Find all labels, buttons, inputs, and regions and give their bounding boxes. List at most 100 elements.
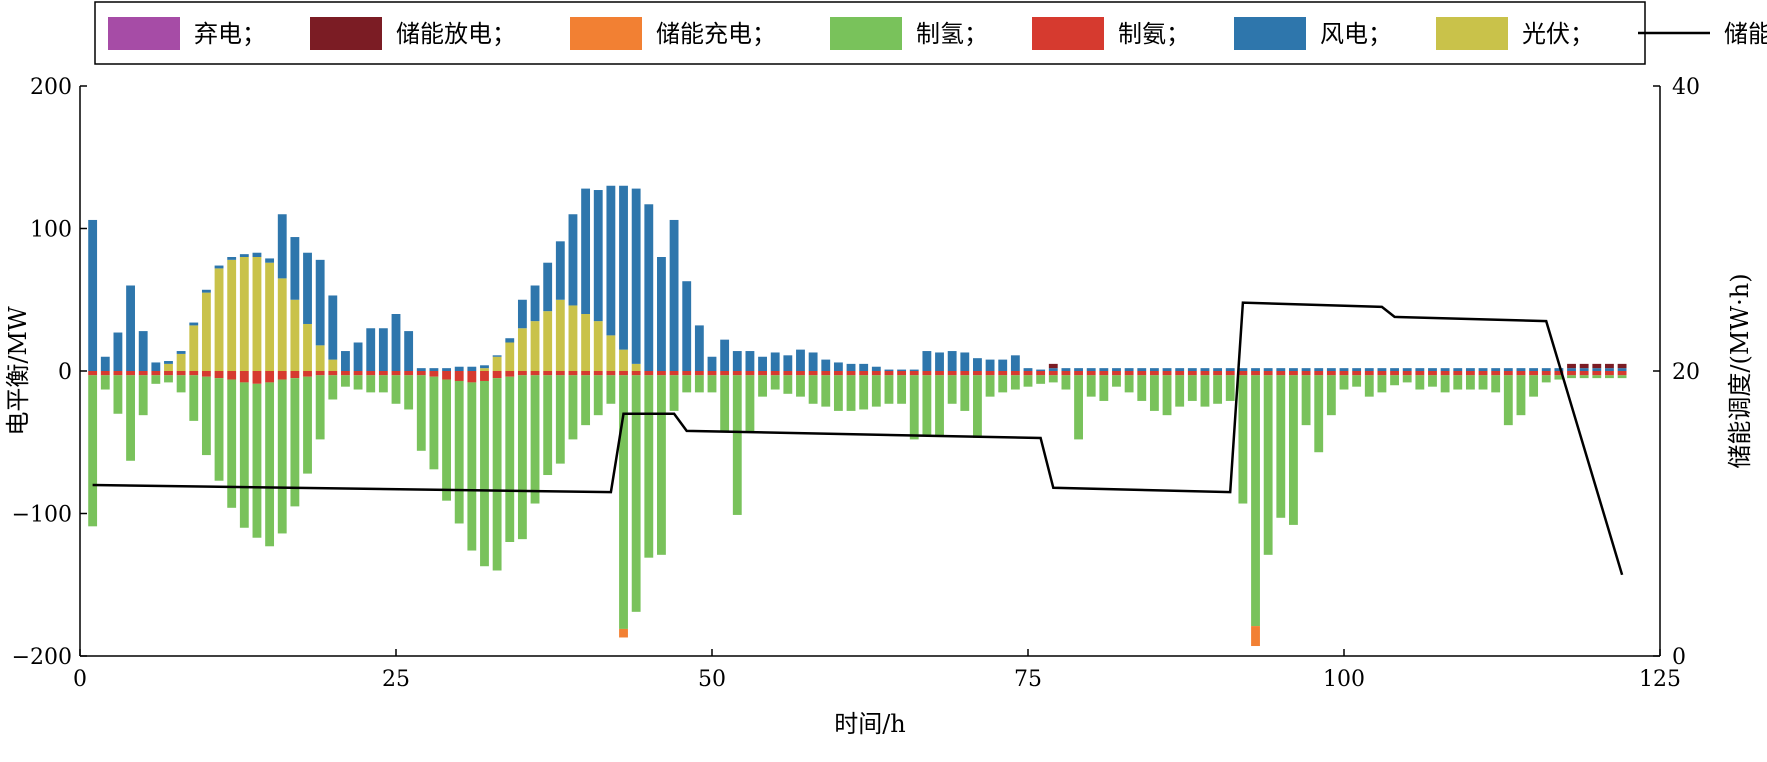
legend-label-3: 制氢； [916, 20, 988, 48]
ammonia-bar-38 [555, 371, 565, 376]
wind-bar-92 [1238, 368, 1248, 371]
ammonia-bar-13 [239, 371, 249, 383]
ammonia-bar-118 [1567, 371, 1576, 376]
solar-bar-13 [239, 257, 249, 371]
wind-bar-45 [644, 204, 654, 371]
hydrogen-bar-86 [1162, 375, 1172, 416]
wind-bar-101 [1352, 368, 1362, 371]
ammonia-bar-113 [1503, 371, 1513, 376]
hydrogen-bar-11 [214, 378, 224, 481]
wind-bar-14 [252, 252, 262, 257]
wind-bar-94 [1263, 368, 1273, 371]
hydrogen-bar-61 [846, 375, 856, 411]
hydrogen-bar-60 [833, 375, 843, 411]
hydrogen-bar-55 [770, 375, 780, 390]
ammonia-bar-11 [214, 371, 224, 379]
wind-bar-26 [404, 331, 414, 371]
hydrogen-bar-103 [1377, 375, 1387, 393]
wind-bar-36 [530, 285, 540, 322]
ammonia-bar-60 [833, 371, 843, 376]
legend-label-5: 风电； [1320, 20, 1392, 48]
axes: 0 25 50 75 100 125 −200 −100 0 100 200 0 20 40 [12, 75, 1700, 692]
wind-bar-59 [821, 359, 831, 371]
wind-bar-46 [657, 257, 666, 371]
wind-bar-74 [1010, 355, 1020, 371]
hydrogen-bar-74 [1010, 375, 1020, 390]
ammonia-bar-63 [871, 371, 881, 376]
y-tick-label--200: −200 [12, 645, 72, 670]
hydrogen-bar-21 [341, 375, 350, 387]
ammonia-bar-15 [265, 371, 275, 383]
solar-bar-15 [265, 262, 275, 371]
hydrogen-bar-17 [290, 378, 300, 507]
hydrogen-bar-111 [1478, 375, 1488, 390]
wind-bar-75 [1023, 368, 1033, 371]
hydrogen-bar-77 [1048, 375, 1058, 383]
solar-bar-33 [492, 356, 502, 371]
wind-bar-51 [720, 339, 730, 371]
ammonia-bar-1 [88, 371, 98, 376]
ammonia-bar-22 [353, 371, 363, 376]
hydrogen-bar-102 [1364, 375, 1374, 397]
hydrogen-bar-82 [1112, 375, 1121, 387]
ammonia-bar-77 [1048, 371, 1058, 376]
wind-bar-13 [239, 254, 249, 257]
ammonia-bar-8 [176, 371, 186, 376]
ammonia-bar-121 [1605, 371, 1614, 376]
wind-bar-53 [745, 351, 755, 371]
wind-bar-115 [1529, 368, 1539, 371]
hydrogen-bar-85 [1149, 375, 1159, 411]
hydrogen-bar-79 [1074, 375, 1083, 440]
hydrogen-bar-90 [1213, 375, 1223, 404]
wind-bar-98 [1314, 368, 1324, 371]
wind-bar-114 [1516, 368, 1526, 371]
hydrogen-bar-94 [1263, 375, 1273, 555]
legend-swatch-4 [1032, 17, 1104, 50]
ammonia-bar-31 [467, 371, 477, 383]
wind-bar-112 [1491, 368, 1501, 371]
ammonia-bar-62 [859, 371, 869, 376]
hydrogen-bar-62 [859, 375, 869, 410]
ammonia-bar-5 [138, 371, 148, 376]
wind-bar-19 [315, 259, 325, 346]
wind-bar-11 [214, 265, 224, 269]
wind-bar-10 [201, 289, 211, 293]
wind-bar-83 [1124, 368, 1134, 371]
hydrogen-bar-25 [391, 375, 401, 404]
ammonia-bar-90 [1213, 371, 1223, 376]
wind-bar-3 [113, 332, 123, 371]
ammonia-bar-24 [378, 371, 388, 376]
x-tick-label-0: 0 [73, 667, 87, 692]
ammonia-bar-44 [631, 371, 641, 376]
ammonia-bar-19 [315, 371, 325, 376]
wind-bar-82 [1112, 368, 1121, 371]
wind-bar-121 [1605, 368, 1614, 371]
hydrogen-bar-16 [277, 379, 287, 534]
wind-bar-34 [505, 338, 515, 343]
storage-discharge-bar-119 [1579, 363, 1589, 369]
ammonia-bar-30 [454, 371, 464, 381]
wind-bar-97 [1301, 368, 1311, 371]
wind-bar-69 [947, 351, 957, 371]
hydrogen-bar-115 [1529, 375, 1539, 397]
wind-bar-65 [897, 369, 907, 371]
wind-bar-81 [1099, 368, 1109, 371]
hydrogen-bar-76 [1036, 375, 1046, 384]
solar-bar-37 [543, 311, 553, 371]
hydrogen-bar-54 [758, 375, 767, 397]
ammonia-bar-110 [1465, 371, 1475, 376]
hydrogen-bar-6 [151, 375, 161, 384]
hydrogen-bar-122 [1617, 375, 1627, 379]
hydrogen-bar-47 [669, 375, 679, 411]
hydrogen-bar-104 [1390, 375, 1399, 386]
hydrogen-bar-69 [947, 375, 957, 404]
ammonia-bar-122 [1617, 371, 1627, 376]
hydrogen-bar-30 [454, 380, 464, 524]
ammonia-bar-58 [808, 371, 818, 376]
solar-bar-14 [252, 257, 262, 371]
ammonia-bar-7 [164, 371, 173, 376]
hydrogen-bar-40 [581, 375, 591, 426]
hydrogen-bar-42 [606, 375, 616, 404]
ammonia-bar-49 [694, 371, 704, 376]
